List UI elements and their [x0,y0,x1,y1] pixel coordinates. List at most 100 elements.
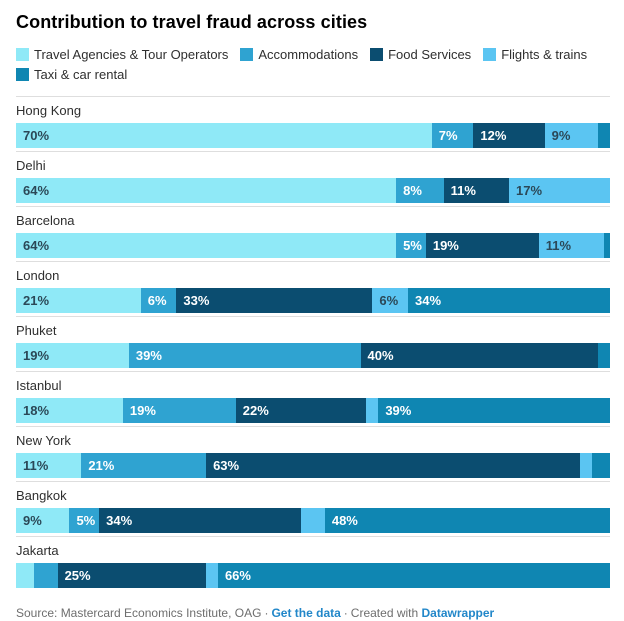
bar-value-label: 33% [183,293,210,308]
bar-value-label: 7% [438,128,458,143]
bar-segment: 34% [408,288,610,313]
datawrapper-link[interactable]: Datawrapper [421,606,495,620]
bar-segment: 66% [217,563,610,588]
bar-segment: 70% [16,123,432,148]
bar-value-label: 39% [385,403,412,418]
bar-segment: 18% [16,398,123,423]
city-label: Barcelona [16,213,75,228]
bar-value-label: 40% [367,348,394,363]
bar-segment: 12% [473,123,545,148]
legend-label: Food Services [388,47,472,62]
legend-item: Travel Agencies & Tour Operators [16,47,228,62]
bar-value-label: 6% [147,293,167,308]
bar-value-label: 25% [64,568,91,583]
bar-segment: 40% [360,343,599,368]
stacked-bar: 64% 8% 11% 17% [16,178,610,203]
bar-segment [33,563,58,588]
legend-item: Food Services [370,47,471,62]
legend-item: Taxi & car rental [16,67,127,82]
bar-value-label: 64% [23,183,50,198]
bar-segment [16,563,34,588]
bar-value-label: 34% [106,513,133,528]
legend-label: Accommodations [258,47,359,62]
stacked-bar: 11% 21% 63% [16,453,610,478]
city-label: Phuket [16,323,57,338]
bar-value-label: 11% [23,458,49,473]
created-with-text: Created with [350,606,419,620]
get-the-data-link[interactable]: Get the data [271,606,341,620]
bar-segment: 21% [16,288,141,313]
bar-value-label: 8% [403,183,422,198]
stacked-bar: 70% 7% 12% 9% [16,123,610,148]
bar-value-label: 17% [516,183,543,198]
bar-segment: 25% [57,563,207,588]
legend-label: Flights & trains [501,47,588,62]
chart-row: Bangkok 9% 5% 34% 48% [16,481,610,536]
bar-value-label: 70% [23,128,50,143]
bar-segment: 8% [396,178,444,203]
bar-value-label: 34% [415,293,442,308]
bar-segment: 6% [140,288,177,313]
bar-segment: 64% [16,233,397,258]
bar-segment: 11% [538,233,605,258]
bar-segment: 64% [16,178,397,203]
stacked-bar: 9% 5% 34% 48% [16,508,610,533]
legend-item: Flights & trains [483,47,587,62]
bar-segment: 11% [16,453,82,478]
city-label: New York [16,433,71,448]
source-text: Source: Mastercard Economics Institute, … [16,606,262,620]
chart-row: Istanbul 18% 19% 22% 39% [16,371,610,426]
bar-segment: 48% [324,508,610,533]
bar-segment: 22% [235,398,367,423]
bar-segment [592,453,610,478]
footer-separator: · [343,606,348,620]
chart-row: Hong Kong 70% 7% 12% 9% [16,96,610,151]
legend-swatch-icon [370,48,384,61]
city-label: London [16,268,60,283]
bar-segment [604,233,610,258]
stacked-bar: 18% 19% 22% 39% [16,398,610,423]
bar-segment [301,508,325,533]
chart-row: Phuket 19% 39% 40% [16,316,610,371]
legend-item: Accommodations [240,47,358,62]
chart-row: London 21% 6% 33% 6% 34% [16,261,610,316]
chart-row: Delhi 64% 8% 11% 17% [16,151,610,206]
bar-segment: 9% [16,508,70,533]
bar-segment [580,453,593,478]
bar-segment: 19% [16,343,129,368]
footer-separator: · [264,606,269,620]
bar-value-label: 6% [379,293,399,308]
chart-row: Jakarta 25% 66% [16,536,610,591]
city-label: Istanbul [16,378,62,393]
legend-swatch-icon [240,48,254,61]
legend-swatch-icon [16,48,29,61]
bar-value-label: 22% [242,403,269,418]
chart-row: New York 11% 21% 63% [16,426,610,481]
city-label: Bangkok [16,488,67,503]
bar-segment [598,123,610,148]
bar-value-label: 9% [551,128,571,143]
bar-segment [598,343,610,368]
bar-segment: 34% [99,508,302,533]
bar-value-label: 66% [224,568,251,583]
bar-segment: 63% [206,453,581,478]
bar-segment: 5% [396,233,426,258]
bar-segment: 39% [378,398,610,423]
bar-segment: 7% [431,123,474,148]
bar-value-label: 11% [450,183,476,198]
bar-segment [206,563,218,588]
legend: Travel Agencies & Tour Operators Accommod… [16,45,610,85]
bar-segment: 19% [122,398,236,423]
bar-segment: 39% [128,343,361,368]
bar-value-label: 5% [403,238,422,253]
bar-value-label: 9% [23,513,42,528]
stacked-bar: 19% 39% 40% [16,343,610,368]
legend-swatch-icon [483,48,497,61]
bar-segment: 21% [81,453,207,478]
bar-value-label: 12% [480,128,507,143]
footer: Source: Mastercard Economics Institute, … [16,605,610,621]
chart-row: Barcelona 64% 5% 19% 11% [16,206,610,261]
bar-value-label: 18% [23,403,50,418]
bar-value-label: 39% [135,348,162,363]
legend-label: Travel Agencies & Tour Operators [34,47,229,62]
